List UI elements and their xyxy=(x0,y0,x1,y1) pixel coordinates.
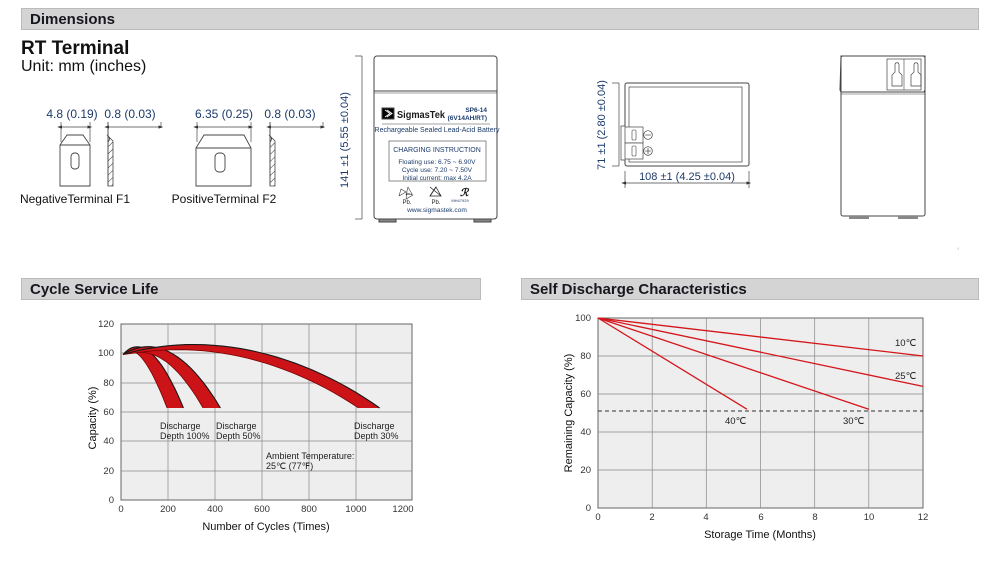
svg-text:10℃: 10℃ xyxy=(895,338,917,349)
svg-text:Remaining Capacity (%): Remaining Capacity (%) xyxy=(563,354,575,473)
svg-text:0: 0 xyxy=(595,512,600,523)
svg-text:80: 80 xyxy=(580,351,591,362)
svg-text:40: 40 xyxy=(580,427,591,438)
svg-text:60: 60 xyxy=(580,389,591,400)
svg-text:Storage Time (Months): Storage Time (Months) xyxy=(704,529,816,541)
svg-text:0: 0 xyxy=(586,503,591,514)
svg-text:30℃: 30℃ xyxy=(843,416,865,427)
svg-text:40℃: 40℃ xyxy=(725,416,747,427)
svg-text:25℃: 25℃ xyxy=(895,371,917,382)
svg-text:8: 8 xyxy=(812,512,817,523)
svg-text:12: 12 xyxy=(918,512,929,523)
svg-text:100: 100 xyxy=(575,313,591,324)
svg-text:6: 6 xyxy=(758,512,763,523)
svg-text:2: 2 xyxy=(649,512,654,523)
svg-text:10: 10 xyxy=(864,512,875,523)
svg-text:4: 4 xyxy=(703,512,708,523)
svg-text:20: 20 xyxy=(580,465,591,476)
